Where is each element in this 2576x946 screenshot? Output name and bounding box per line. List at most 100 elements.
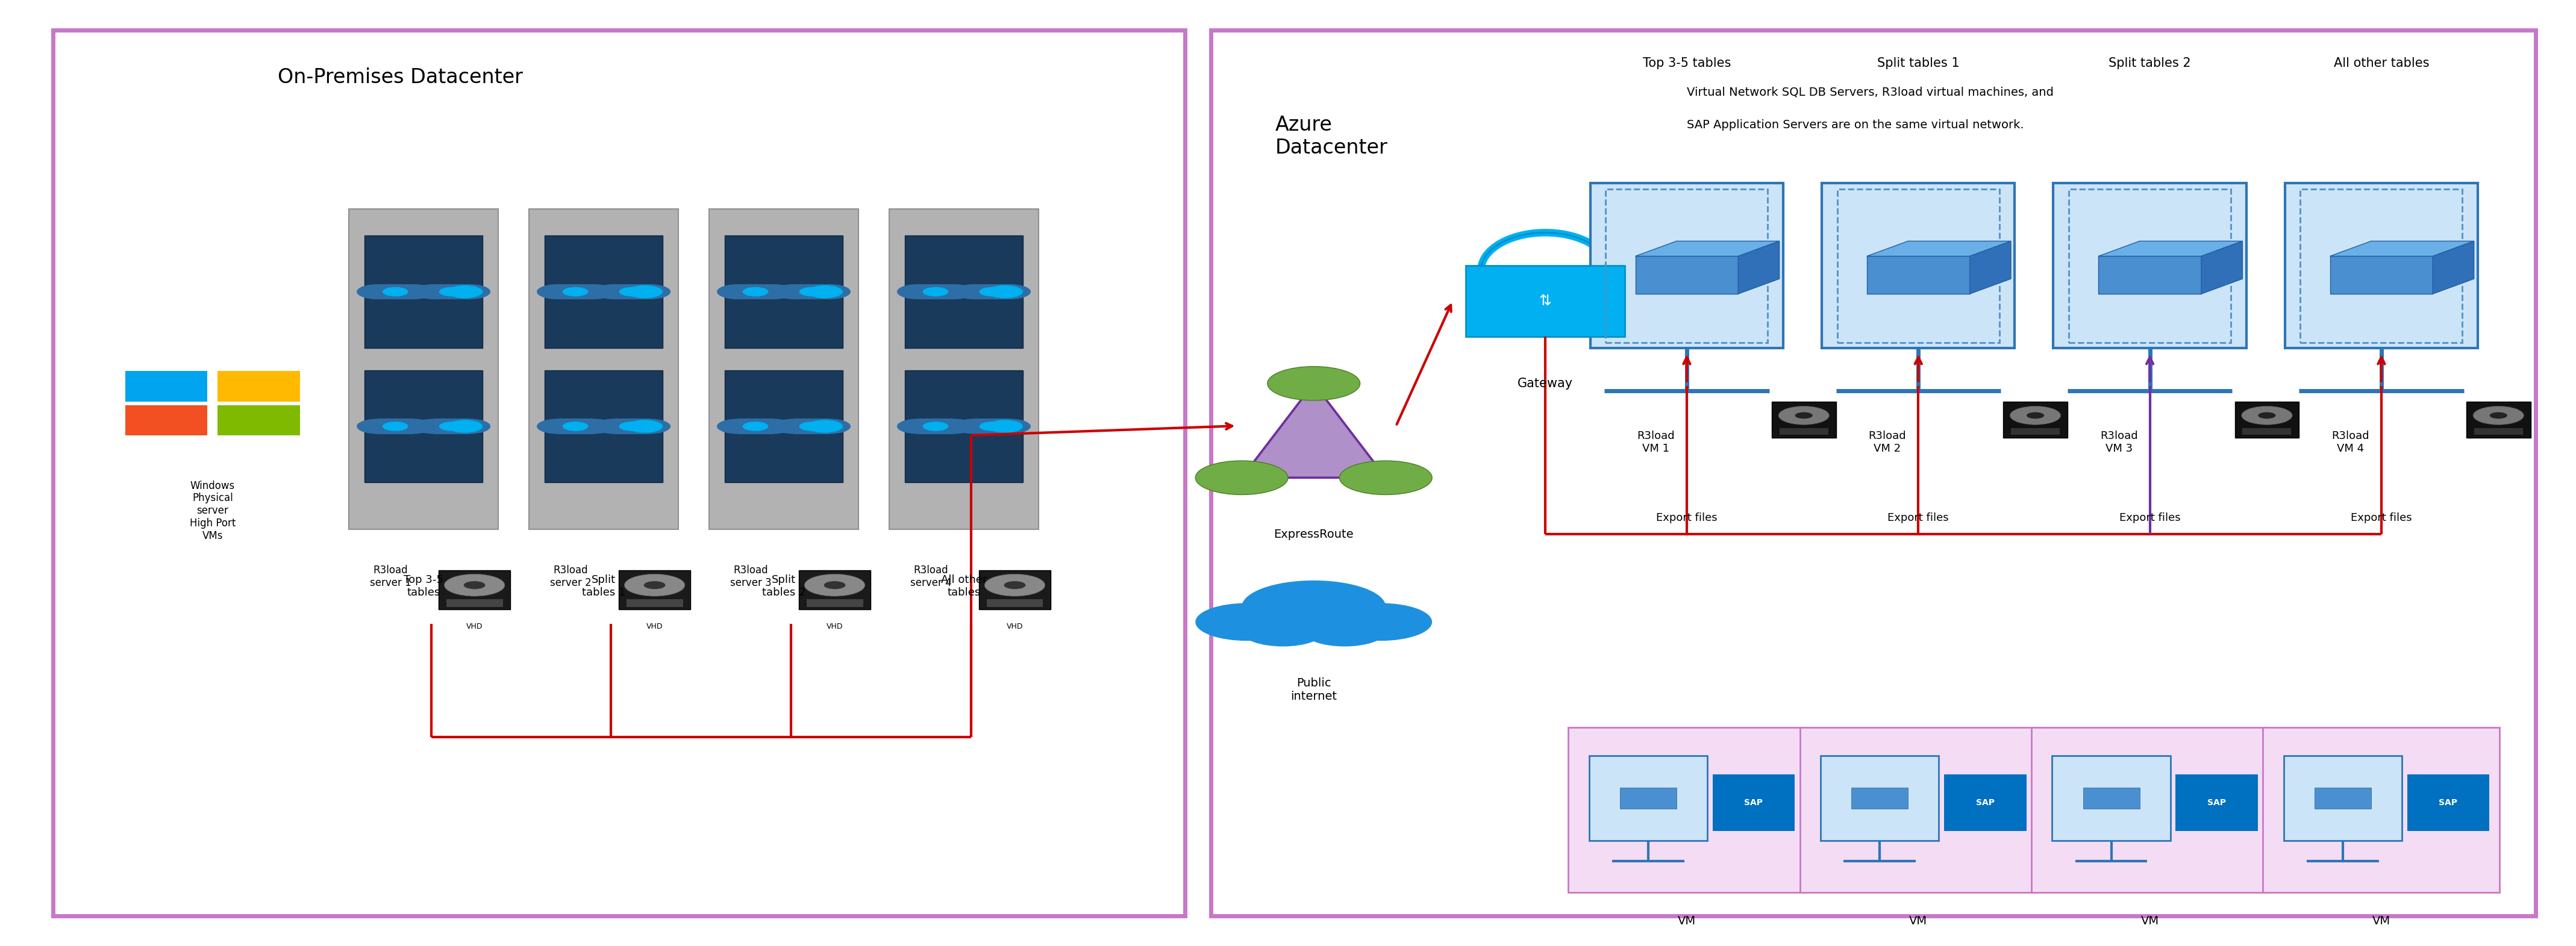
- Bar: [2300, 189, 2463, 342]
- Text: All other tables: All other tables: [2334, 57, 2429, 69]
- Circle shape: [989, 284, 1030, 299]
- Bar: [1780, 429, 1829, 435]
- Circle shape: [799, 422, 824, 431]
- Bar: [2465, 402, 2530, 438]
- Circle shape: [1777, 406, 1829, 425]
- Circle shape: [1267, 366, 1360, 400]
- Bar: [626, 600, 683, 606]
- Circle shape: [438, 287, 464, 296]
- Circle shape: [806, 285, 842, 298]
- Polygon shape: [2202, 241, 2244, 294]
- Circle shape: [987, 420, 1023, 433]
- Bar: [2084, 788, 2141, 809]
- Circle shape: [953, 419, 994, 434]
- Bar: [219, 371, 299, 401]
- Bar: [1589, 756, 1708, 841]
- Circle shape: [984, 574, 1046, 596]
- Circle shape: [1242, 581, 1386, 633]
- Circle shape: [1195, 461, 1288, 495]
- Text: ExpressRoute: ExpressRoute: [1273, 529, 1352, 540]
- Bar: [2053, 184, 2246, 348]
- Bar: [904, 236, 1023, 348]
- Text: On-Premises Datacenter: On-Premises Datacenter: [278, 67, 523, 87]
- Bar: [2053, 756, 2172, 841]
- Bar: [1852, 788, 1909, 809]
- Circle shape: [2027, 412, 2045, 419]
- Circle shape: [742, 287, 768, 296]
- Polygon shape: [2406, 775, 2488, 832]
- Bar: [544, 370, 662, 482]
- Circle shape: [824, 581, 845, 589]
- Circle shape: [412, 284, 453, 299]
- Text: VM: VM: [2372, 915, 2391, 926]
- Circle shape: [1242, 616, 1324, 646]
- Bar: [1605, 189, 1767, 342]
- Bar: [1821, 756, 1940, 841]
- Bar: [806, 600, 863, 606]
- Circle shape: [1303, 616, 1386, 646]
- Bar: [2032, 727, 2269, 892]
- Circle shape: [2473, 406, 2524, 425]
- Circle shape: [381, 287, 407, 296]
- Text: VM: VM: [1909, 915, 1927, 926]
- Text: VHD: VHD: [1007, 622, 1023, 631]
- Circle shape: [629, 419, 670, 434]
- Bar: [613, 284, 649, 299]
- Circle shape: [752, 419, 793, 434]
- Bar: [2282, 756, 2401, 841]
- Circle shape: [716, 419, 757, 434]
- Circle shape: [809, 419, 850, 434]
- Text: SAP: SAP: [1976, 798, 1994, 807]
- Circle shape: [592, 284, 634, 299]
- Text: Split tables 1: Split tables 1: [1878, 57, 1960, 69]
- Text: Virtual Network SQL DB Servers, R3load virtual machines, and: Virtual Network SQL DB Servers, R3load v…: [1687, 86, 2053, 98]
- Bar: [2244, 429, 2290, 435]
- Circle shape: [412, 419, 453, 434]
- Circle shape: [922, 287, 948, 296]
- Circle shape: [1795, 412, 1814, 419]
- Bar: [2473, 429, 2522, 435]
- Text: Windows
Physical
server
High Port
VMs: Windows Physical server High Port VMs: [191, 481, 234, 541]
- Circle shape: [572, 284, 613, 299]
- Bar: [1837, 189, 1999, 342]
- Bar: [376, 284, 412, 299]
- Polygon shape: [1636, 241, 1780, 256]
- Circle shape: [806, 420, 842, 433]
- Bar: [1821, 184, 2014, 348]
- Circle shape: [448, 284, 489, 299]
- Bar: [979, 570, 1051, 609]
- Text: Gateway: Gateway: [1517, 377, 1574, 390]
- Circle shape: [443, 574, 505, 596]
- Circle shape: [752, 284, 793, 299]
- Bar: [1236, 615, 1391, 632]
- Bar: [2004, 402, 2069, 438]
- Circle shape: [438, 422, 464, 431]
- Text: VM: VM: [1677, 915, 1695, 926]
- Polygon shape: [2099, 241, 2244, 256]
- Bar: [126, 405, 209, 435]
- Bar: [987, 600, 1043, 606]
- Bar: [2313, 788, 2370, 809]
- Bar: [889, 209, 1038, 530]
- Circle shape: [355, 284, 397, 299]
- Text: R3load
server 4: R3load server 4: [909, 565, 951, 588]
- Polygon shape: [1945, 775, 2027, 832]
- Bar: [376, 419, 412, 434]
- Bar: [348, 209, 497, 530]
- Bar: [1772, 402, 1837, 438]
- Bar: [708, 209, 858, 530]
- Circle shape: [626, 420, 662, 433]
- Circle shape: [464, 581, 484, 589]
- Polygon shape: [1739, 241, 1780, 294]
- Text: R3load
VM 4: R3load VM 4: [2331, 430, 2370, 454]
- Circle shape: [1005, 581, 1025, 589]
- Circle shape: [799, 287, 824, 296]
- Bar: [2236, 402, 2298, 438]
- Bar: [544, 236, 662, 348]
- Bar: [1636, 256, 1739, 294]
- Text: R3load
server 1: R3load server 1: [371, 565, 412, 588]
- Circle shape: [592, 419, 634, 434]
- Polygon shape: [2177, 775, 2259, 832]
- Circle shape: [773, 284, 814, 299]
- Text: Split
tables 2: Split tables 2: [762, 574, 806, 598]
